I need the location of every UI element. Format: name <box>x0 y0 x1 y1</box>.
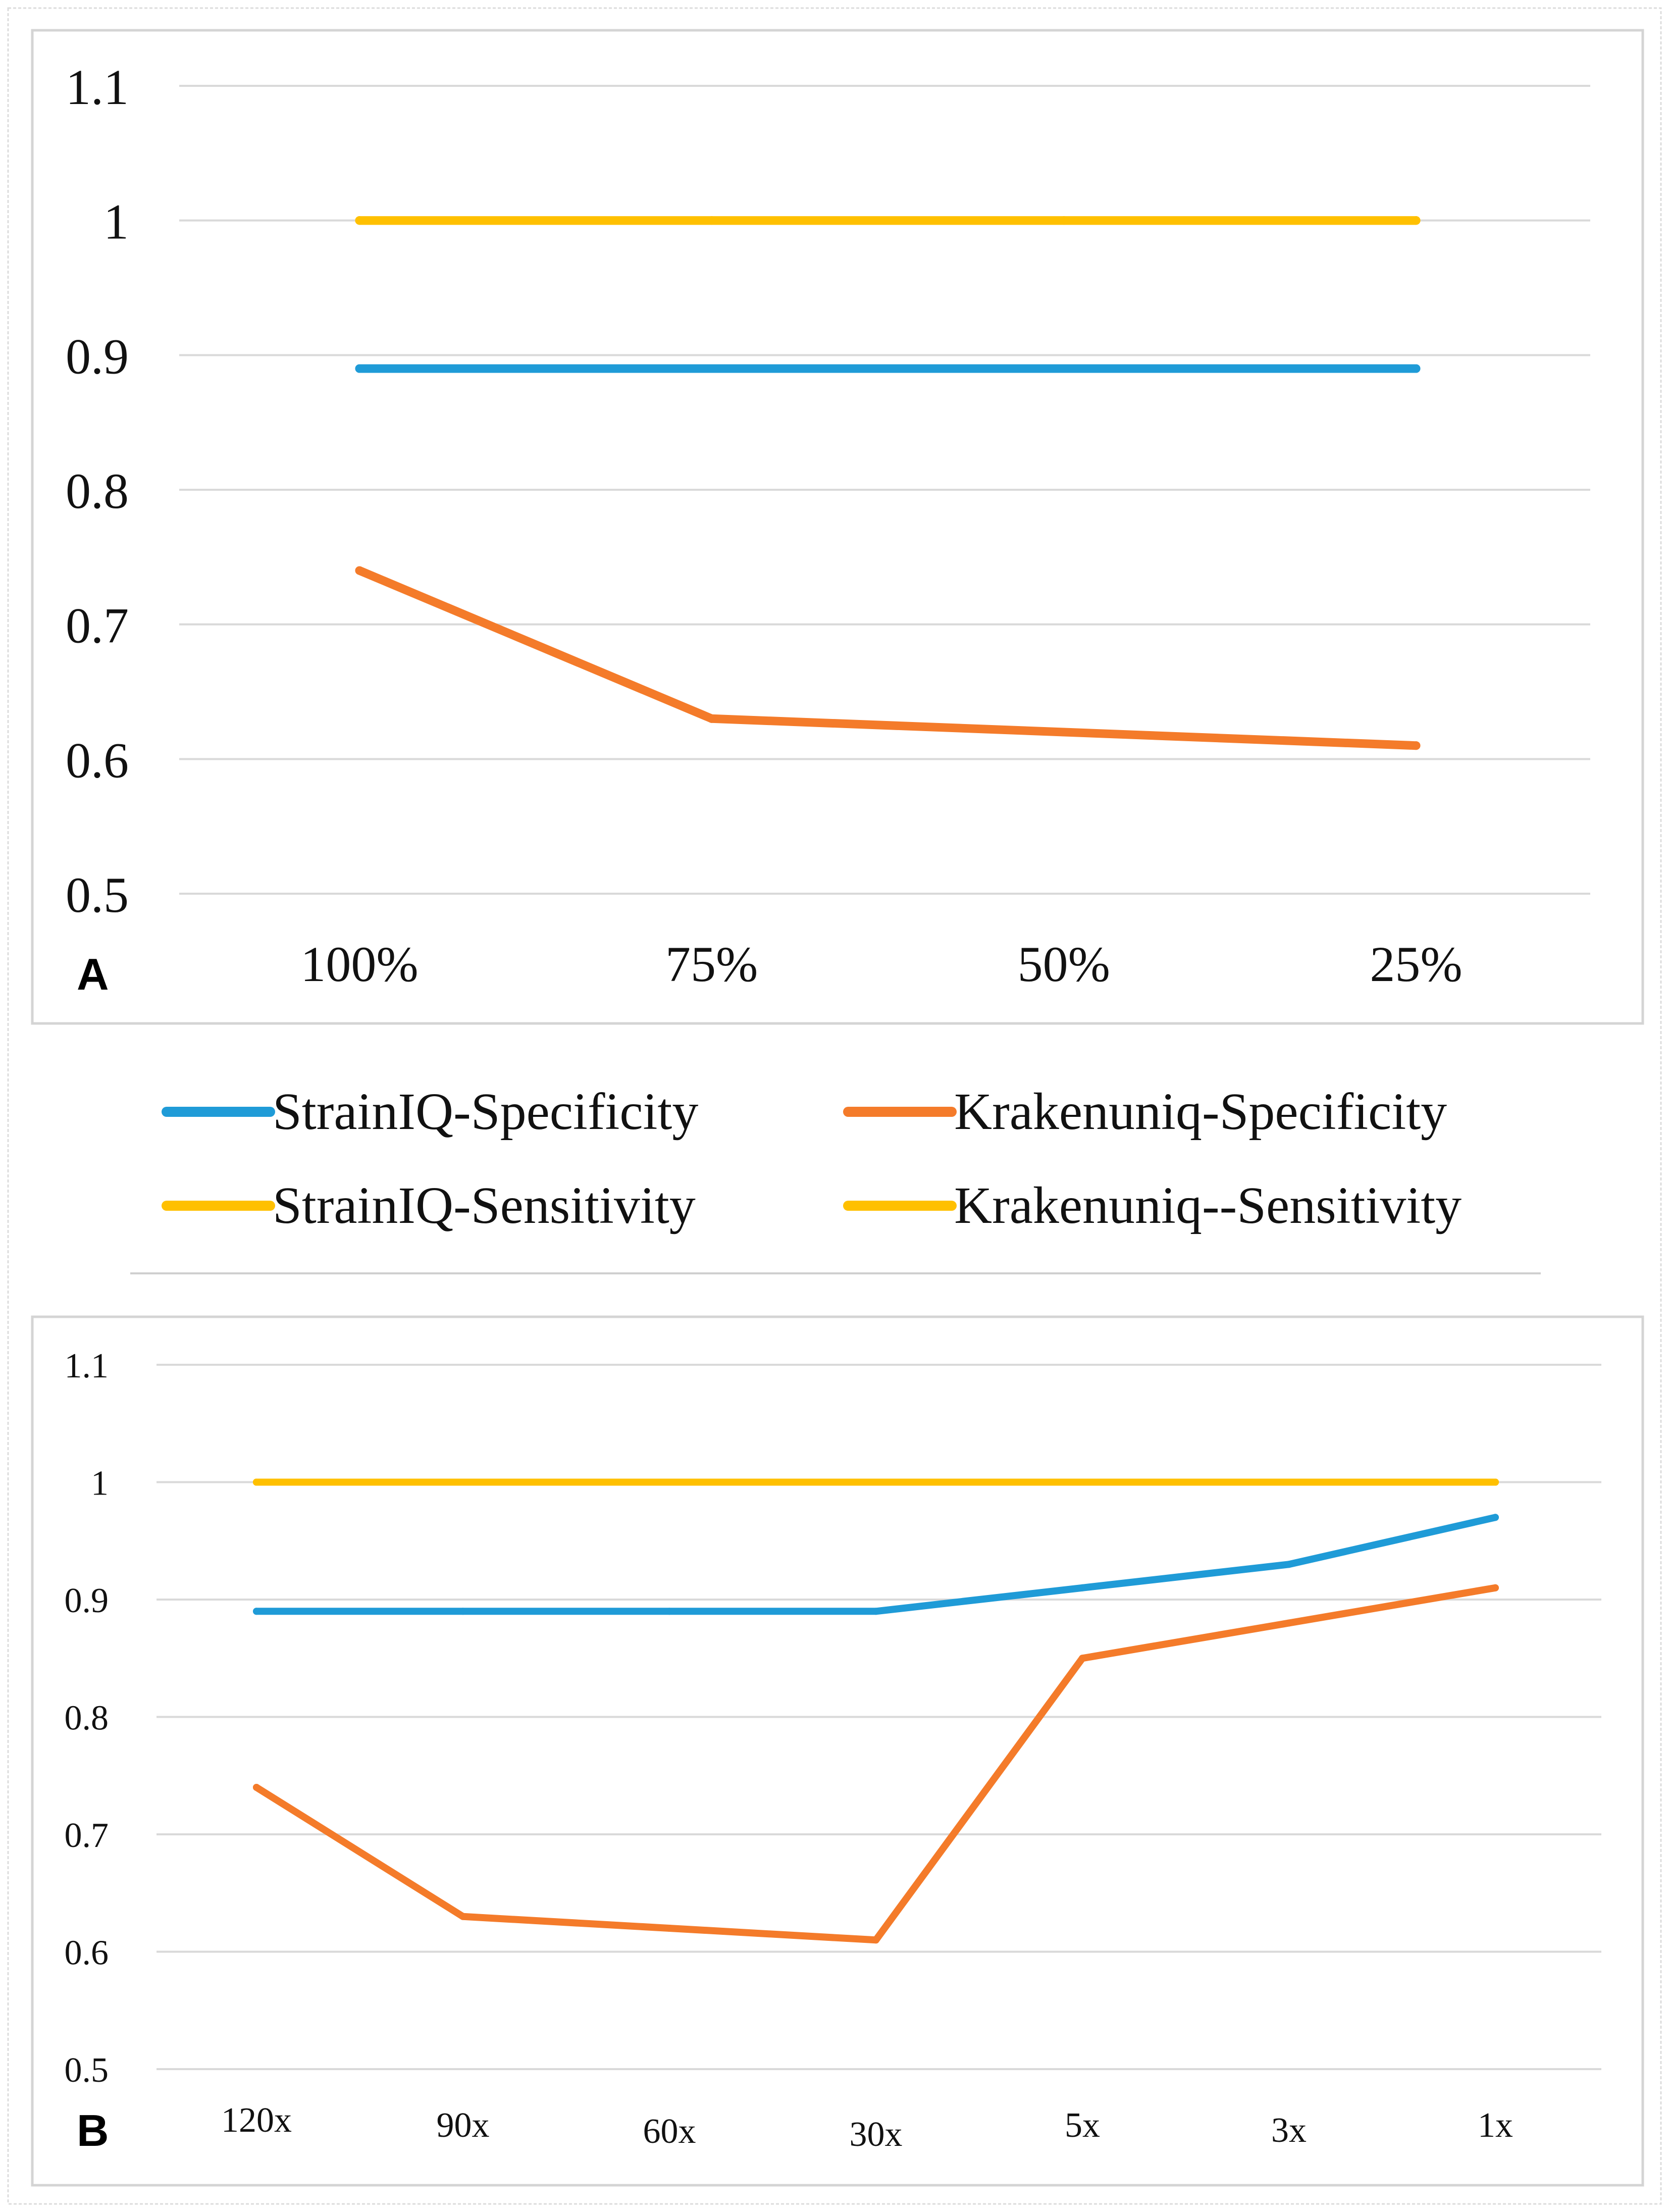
panel-b-series-krakenuniq-specificity-point-5x <box>1079 1655 1086 1662</box>
chart-panel-b: 1.110.90.80.70.60.5 120x 90x 60x 30x 5x 3x 1x … <box>31 1315 1644 2187</box>
legend-label-strainiq-sensitivity: StrainIQ-Sensitivity <box>273 1176 696 1234</box>
panel-b-x-tick-60x: 60x <box>643 2112 696 2151</box>
panel-b-series-strainiq-specificity-point-30x <box>872 1608 879 1615</box>
panel-b-series-krakenuniq-specificity-point-1x <box>1492 1584 1499 1591</box>
legend-item-strainiq-specificity: StrainIQ-Specificity <box>162 1083 698 1141</box>
legend: StrainIQ-Specificity Krakenuniq-Specific… <box>162 1083 1462 1234</box>
panel-b-series-krakenuniq-sensitivity-point-90x <box>459 1478 466 1486</box>
panel-a-x-tick-25: 25% <box>1370 936 1462 992</box>
panel-b-series-strainiq-specificity-point-90x <box>459 1608 466 1615</box>
panel-b-x-tick-120x: 120x <box>221 2101 292 2140</box>
panel-a-y-tick-1: 1 <box>103 194 129 250</box>
panel-a-y-tick-0-5: 0.5 <box>66 867 129 923</box>
legend-item-strainiq-sensitivity: StrainIQ-Sensitivity <box>162 1176 696 1234</box>
panel-a-y-tick-0-9: 0.9 <box>66 328 129 384</box>
panel-a-series-strainiq-specificity-point-100 <box>355 364 364 373</box>
panel-a-x-tick-labels: 100% 75% 50% 25% <box>300 936 1462 992</box>
panel-a-x-tick-50: 50% <box>1018 936 1110 992</box>
panel-a-series-krakenuniq-specificity-line <box>355 566 1421 750</box>
panel-a-series-strainiq-specificity-point-75 <box>707 364 716 373</box>
panel-a-series-krakenuniq-sensitivity-point-50 <box>1059 216 1068 225</box>
panel-b-x-tick-30x: 30x <box>850 2115 903 2154</box>
panel-b-series-krakenuniq-sensitivity-point-30x <box>872 1478 879 1486</box>
panel-b-series-krakenuniq-specificity-point-60x <box>666 1925 673 1932</box>
legend-label-strainiq-specificity: StrainIQ-Specificity <box>273 1083 698 1141</box>
figure-border <box>7 7 1662 2205</box>
panel-a-series-strainiq-specificity-point-50 <box>1059 364 1068 373</box>
panel-b-series <box>253 1478 1499 1944</box>
panel-b-series-krakenuniq-specificity-point-120x <box>253 1784 260 1791</box>
panel-b-y-tick-0-5: 0.5 <box>65 2051 109 2090</box>
panel-a-y-tick-0-8: 0.8 <box>66 463 129 519</box>
panel-a-series-krakenuniq-specificity-point-50 <box>1059 728 1068 737</box>
panel-b-x-tick-1x: 1x <box>1478 2106 1513 2145</box>
panel-a-y-tick-1-1: 1.1 <box>66 59 129 115</box>
panel-b-x-tick-3x: 3x <box>1271 2111 1307 2150</box>
panel-a-series-krakenuniq-specificity-point-25 <box>1412 741 1421 750</box>
panel-a-y-tick-0-6: 0.6 <box>66 732 129 788</box>
panel-b-series-strainiq-specificity-point-120x <box>253 1608 260 1615</box>
panel-b-series-krakenuniq-sensitivity-point-3x <box>1285 1478 1292 1486</box>
panel-b-series-strainiq-specificity-point-3x <box>1285 1561 1292 1568</box>
panel-b-x-tick-5x: 5x <box>1065 2106 1100 2145</box>
panel-b-series-krakenuniq-specificity-point-90x <box>459 1913 466 1920</box>
panel-a-series-krakenuniq-sensitivity-point-75 <box>707 216 716 225</box>
legend-label-krakenuniq-specificity: Krakenuniq-Specificity <box>954 1083 1447 1141</box>
chart-panel-a: 1.1 1 0.9 0.8 0.7 0.6 0.5 100% 75% 50% 25% A <box>31 29 1644 1025</box>
panel-b-x-tick-labels: 120x 90x 60x 30x 5x 3x 1x <box>221 2101 1513 2154</box>
legend-item-krakenuniq-sensitivity: Krakenuniq--Sensitivity <box>843 1176 1462 1234</box>
panel-a-series <box>355 216 1421 750</box>
panel-a-frame <box>31 29 1644 1025</box>
panel-b-series-krakenuniq-specificity-point-3x <box>1285 1619 1292 1627</box>
panel-b-y-tick-0-9: 0.9 <box>65 1581 109 1620</box>
panel-b-y-tick-0-8: 0.8 <box>65 1699 109 1738</box>
panel-b-series-krakenuniq-sensitivity-point-1x <box>1492 1478 1499 1486</box>
legend-item-krakenuniq-specificity: Krakenuniq-Specificity <box>843 1083 1447 1141</box>
panel-b-series-strainiq-specificity-point-60x <box>666 1608 673 1615</box>
panel-b-y-tick-labels: 1.1 1 0.9 0.8 0.7 0.6 0.5 <box>65 1347 109 2090</box>
panel-b-series-krakenuniq-sensitivity-point-5x <box>1079 1478 1086 1486</box>
panel-a-series-krakenuniq-sensitivity-point-25 <box>1412 216 1421 225</box>
panel-b-frame <box>31 1315 1644 2187</box>
panel-label-a: A <box>77 949 109 999</box>
panel-label-b: B <box>77 2105 109 2155</box>
panel-b-y-tick-0-6: 0.6 <box>65 1934 109 1973</box>
panel-a-series-strainiq-specificity-point-25 <box>1412 364 1421 373</box>
panel-b-series-krakenuniq-sensitivity-point-60x <box>666 1478 673 1486</box>
panel-a-y-tick-0-7: 0.7 <box>66 598 129 654</box>
legend-label-krakenuniq-sensitivity: Krakenuniq--Sensitivity <box>954 1176 1462 1234</box>
panel-a-series-krakenuniq-specificity-point-75 <box>707 714 716 723</box>
panel-b-y-tick-1-1: 1.1 <box>65 1347 109 1385</box>
panel-a-x-tick-75: 75% <box>665 936 758 992</box>
panel-b-series-krakenuniq-specificity-point-30x <box>872 1936 879 1944</box>
panel-a-series-krakenuniq-sensitivity-point-100 <box>355 216 364 225</box>
panel-b-series-strainiq-specificity-point-5x <box>1079 1584 1086 1591</box>
panel-a-y-tick-labels: 1.1 1 0.9 0.8 0.7 0.6 0.5 <box>66 59 129 923</box>
panel-a-x-tick-100: 100% <box>300 936 418 992</box>
panel-b-series-krakenuniq-sensitivity-point-120x <box>253 1478 260 1486</box>
panel-b-series-strainiq-specificity-point-1x <box>1492 1514 1499 1521</box>
panel-b-x-tick-90x: 90x <box>437 2106 490 2145</box>
panel-b-y-tick-1: 1 <box>91 1464 109 1503</box>
panel-a-series-krakenuniq-specificity-point-100 <box>355 566 364 575</box>
panel-b-y-tick-0-7: 0.7 <box>65 1816 109 1855</box>
